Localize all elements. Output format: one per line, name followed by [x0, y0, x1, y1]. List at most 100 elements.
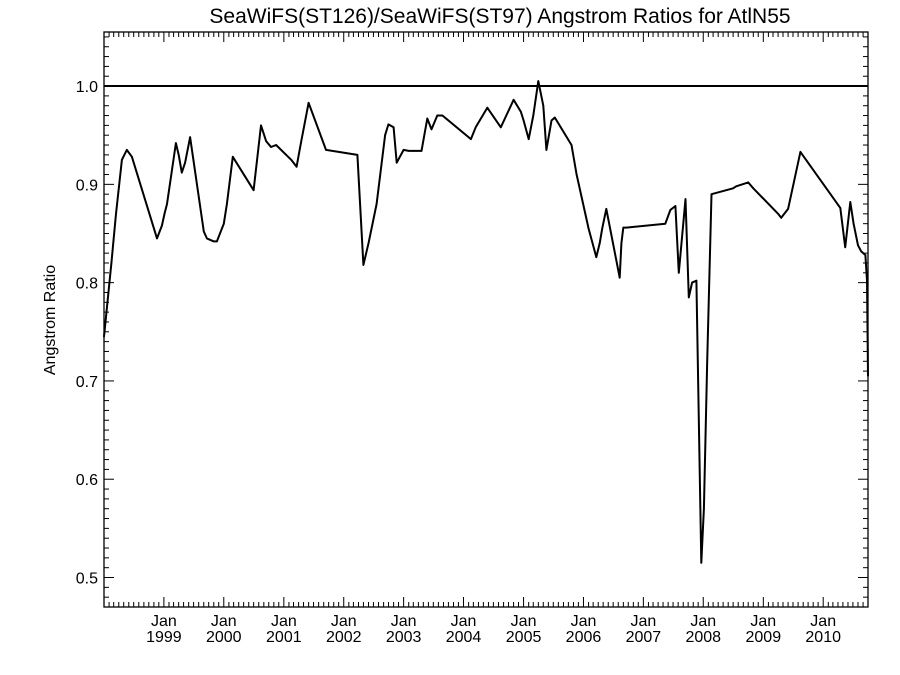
data-point — [605, 208, 608, 210]
data-point — [780, 217, 782, 219]
data-point — [184, 161, 186, 164]
data-point — [430, 128, 433, 131]
chart-title: SeaWiFS(ST126)/SeaWiFS(ST97) Angstrom Ra… — [209, 5, 790, 28]
x-tick-label-month: Jan — [271, 613, 297, 630]
data-point — [554, 116, 556, 119]
x-tick-label-month: Jan — [810, 613, 836, 630]
data-point — [412, 150, 415, 152]
data-point — [799, 151, 802, 153]
data-point — [126, 149, 128, 151]
data-point — [367, 242, 370, 245]
data-point — [375, 203, 378, 205]
data-point — [601, 227, 603, 230]
data-point — [752, 187, 755, 190]
data-point — [620, 242, 623, 245]
data-point — [270, 146, 272, 148]
y-axis-label: Angstrom Ratio — [42, 265, 59, 375]
data-point — [545, 149, 548, 151]
data-point — [688, 296, 690, 299]
data-point — [223, 222, 225, 225]
data-point — [844, 246, 846, 249]
data-point — [678, 272, 680, 274]
data-point — [787, 208, 789, 210]
data-point — [392, 126, 395, 129]
x-tick-label-year: 2008 — [685, 629, 721, 646]
data-point — [161, 224, 163, 227]
data-point — [362, 264, 365, 266]
x-tick-label-year: 2000 — [206, 629, 242, 646]
y-tick-label: 0.9 — [76, 177, 98, 194]
data-point — [232, 156, 234, 158]
major-ticks — [103, 32, 868, 607]
x-tick-label-year: 2002 — [326, 629, 362, 646]
data-point — [860, 250, 862, 252]
data-point — [550, 119, 553, 122]
data-point — [300, 142, 302, 144]
y-tick-labels: 0.5 0.6 0.7 0.8 0.9 1.0 — [76, 79, 98, 587]
data-point — [849, 201, 852, 203]
data-point — [857, 244, 859, 247]
data-point — [252, 189, 255, 191]
data-point — [622, 226, 625, 229]
x-tick-label-year: 2004 — [446, 629, 482, 646]
data-point — [356, 154, 359, 156]
data-point — [189, 136, 191, 138]
data-point — [777, 213, 779, 215]
data-point — [402, 149, 405, 151]
data-point — [166, 203, 168, 205]
axis-frame — [103, 31, 869, 608]
data-point — [470, 138, 472, 140]
data-point — [275, 144, 277, 146]
data-point — [695, 279, 698, 282]
x-tick-label-year: 2003 — [386, 629, 422, 646]
data-point — [177, 154, 180, 156]
data-point — [384, 134, 386, 136]
data-point — [407, 150, 410, 152]
data-point — [537, 80, 540, 82]
data-point — [181, 171, 183, 174]
data-point — [587, 227, 590, 230]
data-point — [852, 222, 855, 225]
data-point — [706, 360, 708, 363]
data-point — [156, 237, 158, 240]
data-point — [426, 117, 429, 120]
data-point — [436, 114, 439, 117]
data-point — [295, 165, 298, 168]
data-point — [307, 102, 310, 104]
data-point — [684, 198, 687, 200]
y-tick-label: 0.8 — [76, 276, 98, 293]
data-point — [213, 240, 215, 243]
data-point — [387, 123, 390, 126]
x-tick-label-year: 2001 — [266, 629, 302, 646]
data-point — [131, 156, 133, 158]
data-point — [700, 562, 703, 564]
x-tick-label-month: Jan — [331, 613, 357, 630]
x-tick-label-month: Jan — [391, 613, 417, 630]
data-point — [664, 222, 667, 225]
data-point — [735, 185, 737, 188]
series-line — [103, 80, 869, 564]
x-tick-labels: Jan1999Jan2000Jan2001Jan2002Jan2003Jan20… — [146, 613, 841, 646]
x-tick-label-year: 2006 — [566, 629, 602, 646]
data-point — [512, 99, 515, 101]
minor-ticks — [104, 32, 869, 608]
data-point — [595, 256, 598, 258]
data-point — [395, 161, 398, 164]
data-point — [121, 159, 123, 161]
data-point — [325, 149, 327, 151]
x-tick-label-month: Jan — [151, 613, 177, 630]
x-tick-label-month: Jan — [571, 613, 597, 630]
data-point — [420, 150, 423, 152]
data-point — [115, 213, 117, 215]
x-tick-label-month: Jan — [690, 613, 716, 630]
data-point — [542, 104, 545, 107]
data-point — [527, 138, 530, 140]
data-point — [747, 181, 749, 184]
data-point — [265, 140, 267, 142]
data-point — [500, 126, 502, 129]
x-tick-label-year: 2009 — [746, 629, 782, 646]
plot-area: 0.50.60.70.80.91.0 Jan1999Jan2000Jan2001… — [76, 31, 869, 646]
data-point — [691, 281, 693, 284]
y-tick-label: 1.0 — [76, 79, 98, 96]
